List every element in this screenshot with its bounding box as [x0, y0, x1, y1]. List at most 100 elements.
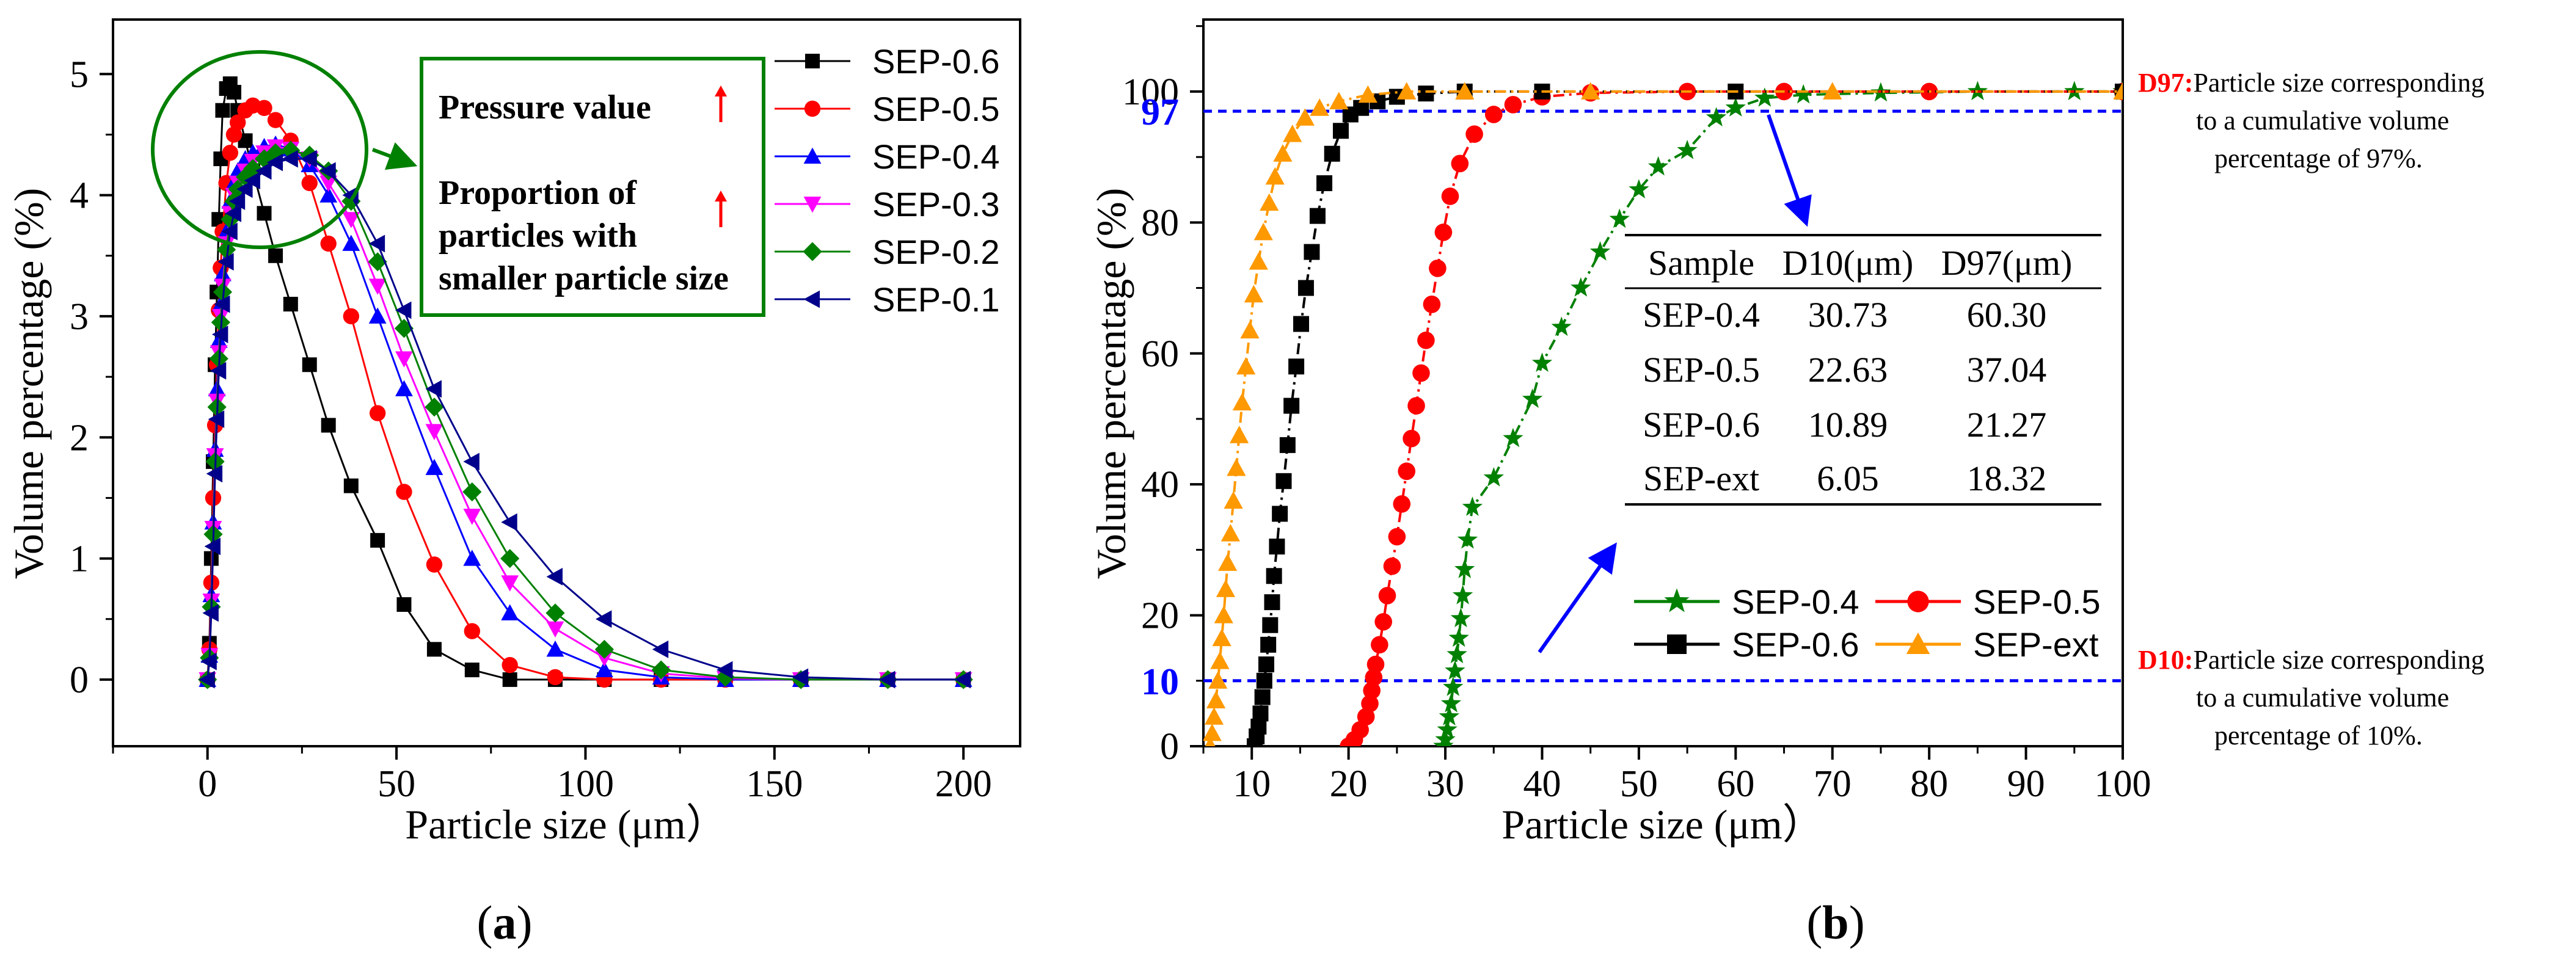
reference-label-10: 10	[1141, 661, 1179, 703]
data-point	[1441, 187, 1459, 205]
data-point	[1412, 364, 1430, 382]
legend-item: SEP-0.5	[775, 90, 1000, 128]
data-point	[1667, 634, 1687, 654]
data-point	[1212, 628, 1231, 647]
data-point	[1417, 332, 1435, 349]
data-point	[1455, 82, 1475, 100]
data-point	[1262, 617, 1279, 633]
d10-note: D10:Particle size corresponding to a cum…	[2138, 645, 2484, 750]
data-point	[244, 172, 260, 190]
x-tick-label: 10	[1233, 763, 1271, 805]
x-tick-label: 40	[1523, 763, 1561, 805]
d97-note-line-2: to a cumulative volume	[2196, 106, 2449, 136]
data-point	[368, 234, 385, 253]
data-point	[1309, 208, 1326, 224]
data-point	[208, 410, 225, 428]
data-point	[266, 153, 283, 172]
series-sep-0.4	[1433, 81, 2123, 746]
data-point	[1383, 557, 1401, 575]
data-point	[1366, 655, 1385, 674]
x-tick-label: 70	[1814, 763, 1852, 805]
annotation-proportion-label-1: Proportion of	[439, 174, 637, 212]
data-point	[1429, 260, 1447, 277]
data-point	[547, 669, 564, 686]
x-tick-label: 60	[1717, 763, 1754, 805]
data-point	[1265, 167, 1285, 185]
panel-b-sublabel: (b)	[1806, 896, 1864, 949]
data-point	[1220, 523, 1240, 542]
data-point	[1218, 553, 1238, 571]
data-point	[301, 175, 318, 191]
table-cell: 21.27	[1967, 405, 2047, 445]
data-point	[1266, 568, 1282, 584]
table-cell: 30.73	[1808, 295, 1888, 335]
data-point	[1236, 357, 1256, 375]
data-point	[1457, 529, 1478, 549]
data-point	[501, 604, 519, 620]
data-point	[221, 222, 238, 241]
data-point	[426, 556, 443, 573]
data-point	[425, 424, 443, 440]
data-point	[1452, 584, 1473, 605]
data-point	[1423, 296, 1441, 313]
panel-a-series	[198, 76, 973, 689]
data-point	[1244, 285, 1263, 303]
data-point	[1754, 87, 1775, 107]
data-point	[267, 112, 284, 128]
data-point	[805, 54, 820, 68]
data-point	[1230, 426, 1249, 443]
data-point	[803, 197, 822, 213]
data-point	[1214, 605, 1233, 623]
legend-label: SEP-0.4	[872, 137, 1000, 176]
data-point	[426, 642, 442, 657]
data-point	[1264, 594, 1280, 611]
panel-a-legend: SEP-0.6 SEP-0.5 SEP-0.4 SEP-0.3 SEP-0.2 SEP-0…	[775, 42, 1000, 319]
data-point	[225, 126, 243, 143]
data-point	[342, 186, 359, 204]
panel-b-frame	[1202, 18, 2124, 747]
d10-note-line-1: D10:Particle size corresponding	[2138, 645, 2484, 675]
data-point	[1571, 277, 1591, 297]
legend-item: SEP-ext	[1875, 625, 2099, 664]
d10-note-line-2: to a cumulative volume	[2196, 683, 2449, 713]
data-point	[1522, 388, 1543, 408]
data-point	[1581, 82, 1600, 100]
chart-panel-b: 10 20 30 40 50 60 70 80 90 100 0 20 40 60 80 100 97 10 P…	[1088, 18, 2484, 949]
data-point	[1365, 669, 1383, 686]
annotation-arrow	[371, 142, 418, 170]
legend-item: SEP-0.4	[775, 137, 1000, 176]
data-point	[501, 575, 519, 592]
x-tick-label: 100	[557, 763, 614, 805]
data-point	[396, 597, 412, 612]
data-point	[1484, 106, 1503, 123]
data-point	[1329, 92, 1349, 110]
data-point	[229, 114, 246, 131]
data-point	[1551, 316, 1572, 336]
data-point	[462, 482, 482, 502]
panel-b-x-axis-label: Particle size (μm）	[1501, 801, 1823, 848]
data-point	[1260, 636, 1277, 653]
data-point	[1388, 528, 1406, 546]
data-point	[803, 242, 822, 261]
y-tick-label: 4	[70, 175, 89, 217]
data-point	[217, 253, 234, 271]
data-point	[1288, 358, 1305, 375]
data-point	[282, 150, 298, 168]
series-sep-0.6	[1246, 83, 2123, 746]
legend-item: SEP-0.5	[1875, 583, 2101, 621]
data-point	[1664, 588, 1690, 612]
legend-label: SEP-0.6	[1732, 625, 1859, 664]
data-point	[1445, 660, 1465, 680]
data-point	[1210, 652, 1230, 669]
data-point	[804, 100, 821, 117]
data-point	[302, 357, 317, 372]
data-point	[214, 295, 230, 313]
data-point	[1273, 144, 1293, 162]
data-point	[1357, 708, 1375, 726]
data-point	[1316, 175, 1333, 192]
data-point	[319, 186, 338, 203]
panel-b-series	[1203, 81, 2123, 746]
data-point	[425, 380, 442, 398]
data-point	[546, 567, 563, 586]
x-tick-label: 80	[1910, 763, 1948, 805]
